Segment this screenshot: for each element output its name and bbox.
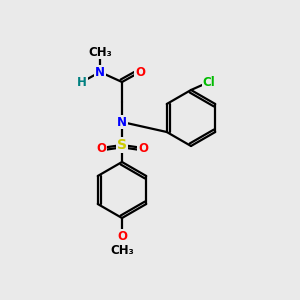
Text: O: O xyxy=(117,230,127,242)
Text: H: H xyxy=(77,76,87,88)
Text: Cl: Cl xyxy=(202,76,215,88)
Text: CH₃: CH₃ xyxy=(110,244,134,256)
Text: N: N xyxy=(95,65,105,79)
Text: CH₃: CH₃ xyxy=(88,46,112,59)
Text: O: O xyxy=(138,142,148,154)
Text: N: N xyxy=(117,116,127,128)
Text: O: O xyxy=(135,65,145,79)
Text: S: S xyxy=(117,138,127,152)
Text: O: O xyxy=(96,142,106,154)
